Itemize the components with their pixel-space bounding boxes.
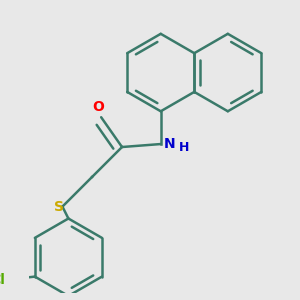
Text: O: O: [92, 100, 104, 114]
Text: S: S: [55, 200, 64, 214]
Text: N: N: [164, 137, 175, 151]
Text: Cl: Cl: [0, 273, 5, 286]
Text: H: H: [178, 140, 189, 154]
